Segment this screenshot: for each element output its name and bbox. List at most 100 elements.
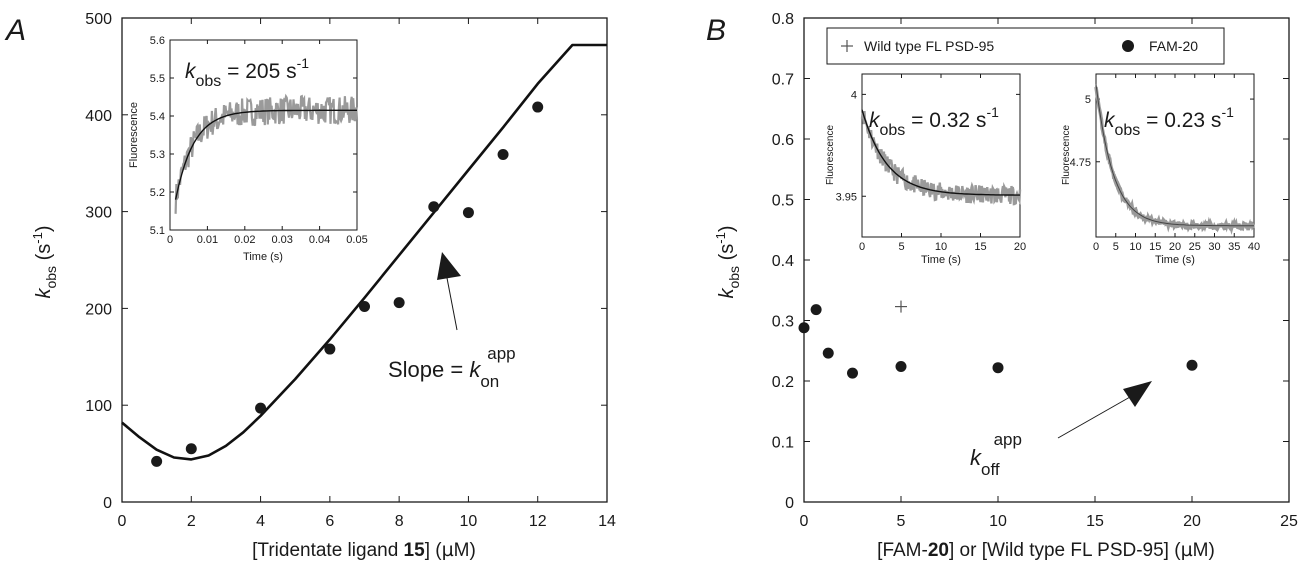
panel-label-a: A — [4, 14, 26, 47]
panel-a-data-point — [532, 101, 544, 113]
inset-a-xtick-label: 0.04 — [309, 234, 330, 246]
inset-a-xtick-label: 0 — [167, 234, 173, 246]
b-ytick-label: 0 — [785, 495, 794, 512]
b-ytick-label: 0.4 — [772, 253, 794, 270]
a-xtick-label: 14 — [598, 513, 616, 530]
inset-a-ylabel: Fluorescence — [128, 102, 140, 168]
panel-a-data-point — [185, 443, 197, 455]
inset-b2-xtick-label: 40 — [1248, 241, 1260, 253]
inset-b2-ytick-label: 4.75 — [1070, 157, 1091, 169]
inset-b2-xtick-label: 10 — [1129, 241, 1141, 253]
b-xtick-label: 20 — [1183, 513, 1201, 530]
inset-b2-xtick-label: 30 — [1208, 241, 1220, 253]
legend-circle-marker — [1122, 40, 1134, 52]
panel-b-fam20-point — [847, 367, 858, 379]
panel-b: B 0 5 10 15 20 25 0 0.1 0.2 0.3 0.4 0.5 0.6 0.7 0.8 ko… — [706, 11, 1298, 561]
koff-annotation: koffapp — [970, 430, 1022, 479]
panel-b-wildtype-point — [895, 300, 907, 313]
inset-a-ytick-label: 5.4 — [150, 111, 165, 123]
koff-arrow-head — [1123, 381, 1152, 407]
inset-b2-frame — [1095, 73, 1255, 238]
inset-b1-xlabel: Time (s) — [921, 254, 961, 266]
inset-b2-xtick-label: 35 — [1228, 241, 1240, 253]
inset-b1-ylabel: Fluorescence — [825, 125, 836, 185]
panel-a-inset: 0 0.01 0.02 0.03 0.04 0.055.15.25.35.45.55.6 … — [128, 35, 368, 263]
panel-a-ylabel: kobs (s-1) — [30, 225, 59, 298]
inset-b1-frame — [861, 73, 1021, 238]
a-xtick-label: 8 — [395, 513, 404, 530]
b-xtick-label: 25 — [1280, 513, 1298, 530]
inset-b1-xtick-label: 10 — [935, 241, 947, 253]
inset-b2-fit-curve — [1095, 83, 1254, 227]
inset-b1-xtick-label: 20 — [1014, 241, 1026, 253]
panel-a-data-point — [359, 300, 370, 312]
legend: Wild type FL PSD-95 FAM-20 — [826, 27, 1225, 65]
a-ytick-label: 500 — [85, 11, 112, 28]
inset-b2-xtick-label: 5 — [1113, 241, 1119, 253]
inset-a-ytick-label: 5.2 — [150, 187, 165, 199]
inset-b2-xtick-label: 15 — [1149, 241, 1161, 253]
a-xtick-label: 10 — [460, 513, 478, 530]
panel-a-data-point — [462, 207, 474, 219]
koff-arrow-line — [1057, 396, 1131, 439]
inset-b1-noisy-trace — [860, 111, 1022, 206]
inset-b1-ytick-label: 4 — [851, 89, 857, 101]
slope-arrow-line — [446, 277, 458, 331]
panel-a: A 0 2 4 6 8 10 12 14 0 100 200 300 400 500 kobs (s-1)… — [4, 11, 616, 561]
a-xtick-label: 0 — [118, 513, 127, 530]
b-ytick-label: 0.2 — [772, 374, 794, 391]
inset-a-xtick-label: 0.03 — [271, 234, 292, 246]
b-ytick-label: 0.1 — [772, 435, 794, 452]
a-xtick-label: 12 — [529, 513, 547, 530]
inset-a-xtick-label: 0.05 — [346, 234, 367, 246]
inset-b2-kobs-label: kobs = 0.23 s-1 — [1104, 104, 1234, 139]
inset-b1-kobs-label: kobs = 0.32 s-1 — [869, 104, 999, 139]
panel-a-data-point — [255, 402, 267, 414]
panel-b-fam20-point — [798, 322, 810, 334]
inset-a-fit-curve — [174, 109, 357, 200]
inset-a-kobs-label: kobs = 205 s-1 — [185, 55, 309, 90]
inset-a-noisy-trace — [174, 93, 359, 214]
legend-plus-marker — [841, 40, 853, 52]
b-ytick-label: 0.8 — [772, 11, 794, 28]
a-ytick-label: 400 — [85, 108, 112, 125]
legend-label-wild-type: Wild type FL PSD-95 — [864, 38, 994, 54]
slope-annotation: Slope = konapp — [388, 344, 516, 391]
inset-a-ytick-label: 5.1 — [150, 225, 165, 237]
inset-a-ytick-label: 5.3 — [150, 149, 165, 161]
panel-b-xlabel: [FAM-20] or [Wild type FL PSD-95] (µM) — [877, 539, 1215, 561]
a-ytick-label: 0 — [103, 495, 112, 512]
legend-label-fam-20: FAM-20 — [1149, 38, 1198, 54]
panel-a-axes-frame — [121, 17, 608, 503]
panel-a-data-point — [393, 297, 405, 309]
b-xtick-label: 10 — [989, 513, 1007, 530]
inset-b2-ytick-label: 5 — [1085, 94, 1091, 106]
panel-a-data-point — [428, 201, 440, 213]
inset-a-ytick-label: 5.6 — [150, 35, 165, 47]
a-ytick-label: 300 — [85, 205, 112, 222]
panel-b-inset-1: 0 5 10 15 20 3.95 4 kobs = 0.32 s-1 Fluorescen… — [825, 73, 1026, 266]
panel-b-fam20-point — [1186, 359, 1198, 371]
a-xtick-label: 4 — [256, 513, 265, 530]
inset-b2-xtick-label: 0 — [1093, 241, 1099, 253]
inset-a-xtick-label: 0.01 — [197, 234, 218, 246]
b-ytick-label: 0.6 — [772, 132, 794, 149]
panel-a-xlabel: [Tridentate ligand 15] (µM) — [252, 539, 476, 561]
inset-b1-fit-curve — [861, 109, 1020, 196]
inset-b2-xtick-label: 25 — [1189, 241, 1201, 253]
b-ytick-label: 0.3 — [772, 314, 794, 331]
b-xtick-label: 5 — [897, 513, 906, 530]
panel-a-data-point — [324, 343, 336, 355]
b-ytick-label: 0.7 — [772, 72, 794, 89]
panel-label-b: B — [706, 14, 726, 47]
panel-a-fit-line — [121, 43, 607, 461]
b-ytick-label: 0.5 — [772, 193, 794, 210]
b-xtick-label: 15 — [1086, 513, 1104, 530]
a-xtick-label: 2 — [187, 513, 196, 530]
a-ytick-label: 200 — [85, 301, 112, 318]
inset-b2-ylabel: Fluorescence — [1061, 125, 1072, 185]
inset-a-xtick-label: 0.02 — [234, 234, 255, 246]
panel-a-data-point — [151, 455, 163, 467]
inset-b1-xtick-label: 0 — [859, 241, 865, 253]
